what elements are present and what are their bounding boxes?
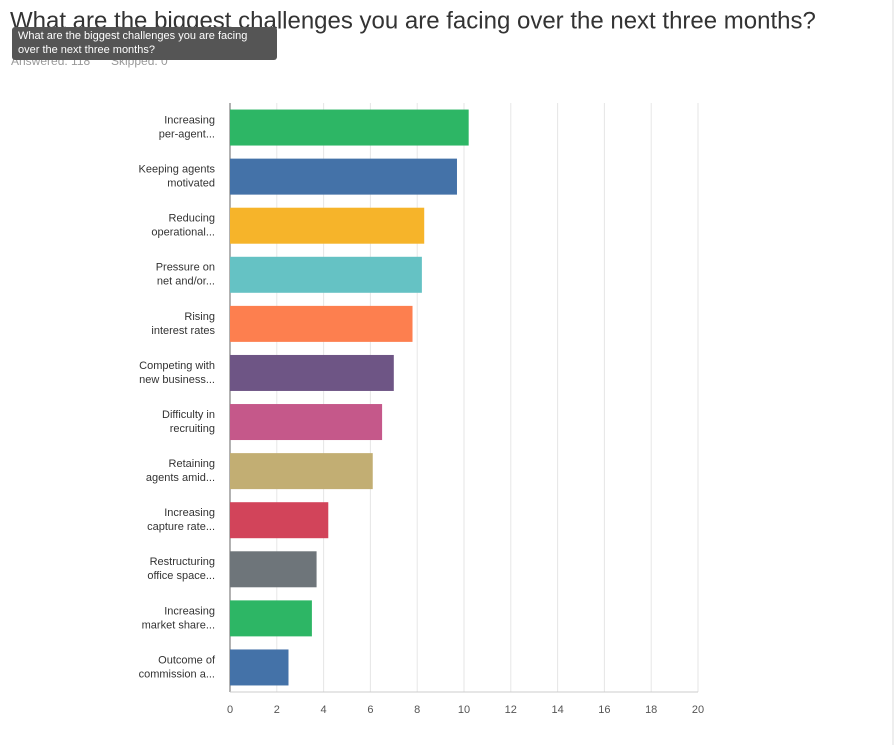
bar bbox=[230, 600, 312, 637]
tooltip-box bbox=[12, 27, 277, 60]
y-tick-label: Retaining bbox=[169, 458, 215, 470]
bar bbox=[230, 551, 317, 588]
y-tick-label: motivated bbox=[167, 178, 215, 190]
y-tick-label: commission a... bbox=[139, 668, 215, 680]
x-tick-label: 14 bbox=[551, 704, 563, 716]
bar bbox=[230, 109, 469, 146]
x-tick-label: 10 bbox=[458, 704, 470, 716]
y-tick-label: Keeping agents bbox=[139, 164, 216, 176]
bar bbox=[230, 649, 289, 686]
y-tick-label: Increasing bbox=[164, 605, 215, 617]
y-tick-label: agents amid... bbox=[146, 472, 215, 484]
bar bbox=[230, 354, 394, 391]
x-tick-label: 2 bbox=[274, 704, 280, 716]
x-tick-label: 16 bbox=[598, 704, 610, 716]
y-tick-label: capture rate... bbox=[147, 521, 215, 533]
y-tick-label: net and/or... bbox=[157, 276, 215, 288]
y-tick-label: Competing with bbox=[139, 360, 215, 372]
y-tick-label: interest rates bbox=[151, 325, 215, 337]
y-tick-label: market share... bbox=[142, 619, 215, 631]
y-tick-label: Difficulty in bbox=[162, 409, 215, 421]
y-tick-label: Restructuring bbox=[150, 556, 215, 568]
bar bbox=[230, 404, 383, 441]
y-tick-label: per-agent... bbox=[159, 128, 215, 140]
x-tick-label: 6 bbox=[367, 704, 373, 716]
y-tick-label: office space... bbox=[147, 570, 215, 582]
y-tick-label: Increasing bbox=[164, 114, 215, 126]
y-tick-label: recruiting bbox=[170, 423, 215, 435]
bar bbox=[230, 502, 329, 539]
x-tick-label: 18 bbox=[645, 704, 657, 716]
y-tick-label: Rising bbox=[184, 311, 215, 323]
bar bbox=[230, 305, 413, 342]
x-tick-label: 4 bbox=[321, 704, 327, 716]
bar bbox=[230, 453, 373, 490]
bar bbox=[230, 158, 457, 195]
y-tick-label: Increasing bbox=[164, 507, 215, 519]
y-tick-label: Reducing bbox=[169, 213, 215, 225]
x-tick-label: 0 bbox=[227, 704, 233, 716]
y-tick-label: Outcome of bbox=[158, 654, 216, 666]
y-tick-label: Pressure on bbox=[156, 262, 215, 274]
tooltip: What are the biggest challenges you are … bbox=[12, 27, 277, 60]
bar bbox=[230, 207, 425, 244]
x-tick-label: 8 bbox=[414, 704, 420, 716]
y-tick-label: operational... bbox=[151, 227, 215, 239]
x-tick-label: 20 bbox=[692, 704, 704, 716]
x-tick-label: 12 bbox=[505, 704, 517, 716]
y-tick-label: new business... bbox=[139, 374, 215, 386]
tooltip-line: What are the biggest challenges you are … bbox=[18, 30, 247, 42]
tooltip-line: over the next three months? bbox=[18, 44, 155, 56]
bar bbox=[230, 256, 422, 293]
